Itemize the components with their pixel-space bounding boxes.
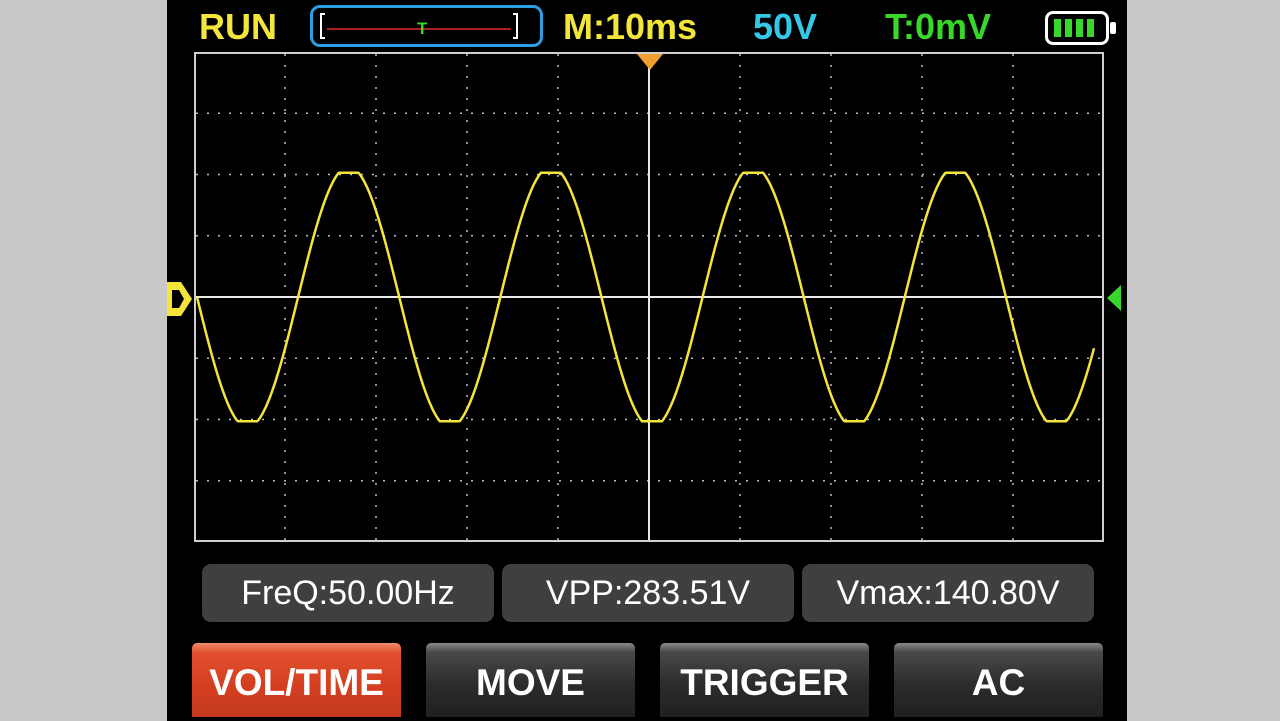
vpp-readout: VPP:283.51V <box>502 564 794 622</box>
battery-full-icon <box>1045 11 1116 45</box>
channel-ground-marker-icon[interactable] <box>167 282 193 316</box>
trigger-level-readout[interactable]: T:0mV <box>885 6 992 47</box>
trigger-level-marker-icon[interactable] <box>1105 285 1123 311</box>
volts-per-div-readout[interactable]: 50V <box>753 6 818 47</box>
run-status[interactable]: RUN <box>199 6 277 47</box>
waveform-overview-icon: T <box>320 13 518 39</box>
frequency-readout: FreQ:50.00Hz <box>202 564 494 622</box>
ac-button[interactable]: AC <box>894 643 1103 717</box>
waveform-trace <box>195 171 1096 423</box>
vol-time-button[interactable]: VOL/TIME <box>192 643 401 717</box>
trigger-position-marker-icon[interactable] <box>637 54 663 72</box>
waveform-display[interactable] <box>194 52 1104 542</box>
oscilloscope-screen: RUN T M:10ms 50V T:0mV FreQ:50.00H <box>167 0 1127 721</box>
trigger-button[interactable]: TRIGGER <box>660 643 869 717</box>
move-button[interactable]: MOVE <box>426 643 635 717</box>
waveform-overview-box[interactable]: T <box>310 5 543 47</box>
timebase-readout[interactable]: M:10ms <box>563 6 698 47</box>
vmax-readout: Vmax:140.80V <box>802 564 1094 622</box>
trigger-marker-label: T <box>417 19 428 38</box>
